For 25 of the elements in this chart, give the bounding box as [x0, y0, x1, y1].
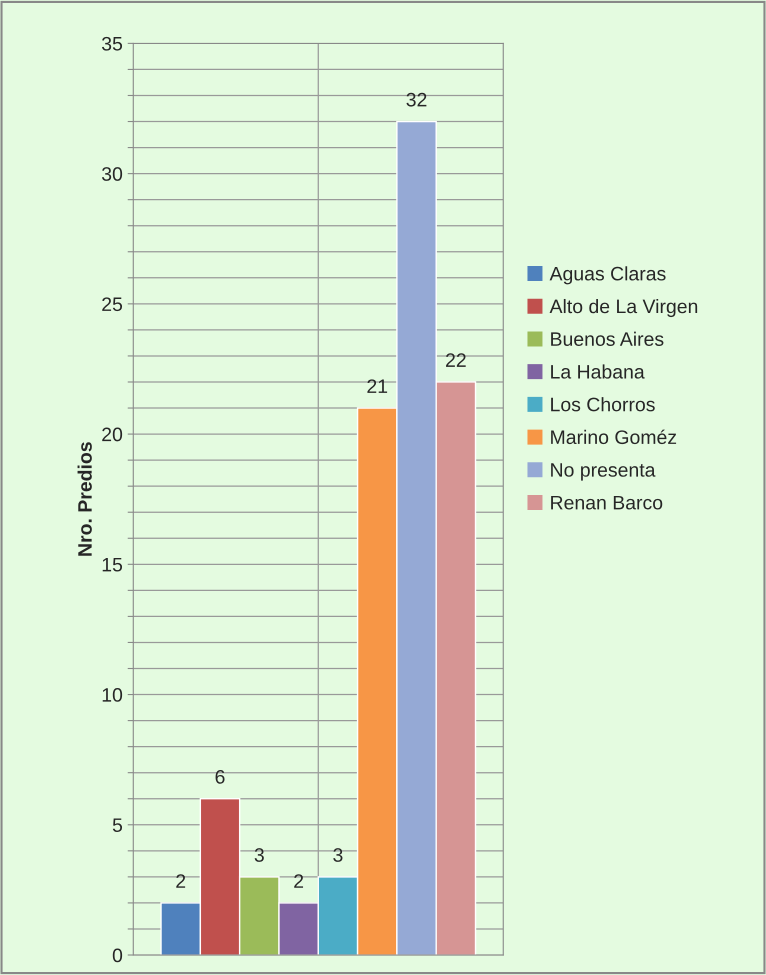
y-tick-label: 30 [102, 167, 122, 181]
y-tick-label: 25 [102, 297, 122, 312]
legend-label: Aguas Claras [550, 266, 666, 284]
data-label: 22 [446, 353, 466, 367]
legend-label: Los Chorros [551, 397, 655, 412]
y-tick-label: 35 [102, 36, 122, 51]
y-axis-title: Nro. Predios [78, 442, 92, 556]
y-tick-label: 15 [102, 558, 122, 572]
legend-label: Buenos Aires [551, 332, 664, 346]
y-tick-label: 10 [102, 688, 122, 702]
legend-label: Renan Barco [551, 496, 662, 510]
y-tick-label: 20 [102, 428, 122, 442]
legend-label: No presenta [551, 463, 656, 481]
data-label: 6 [216, 770, 225, 784]
legend-label: La Habana [551, 364, 645, 379]
data-label: 32 [406, 92, 426, 107]
data-label: 3 [333, 848, 342, 862]
data-label: 2 [294, 874, 304, 888]
y-tick-label: 5 [112, 818, 122, 832]
data-label: 3 [254, 848, 264, 862]
data-label: 2 [176, 874, 186, 888]
y-tick-label: 0 [112, 948, 122, 962]
legend-label: Marino Goméz [551, 430, 676, 444]
legend-label: Alto de La Virgen [550, 298, 698, 318]
data-label: 21 [367, 379, 388, 393]
